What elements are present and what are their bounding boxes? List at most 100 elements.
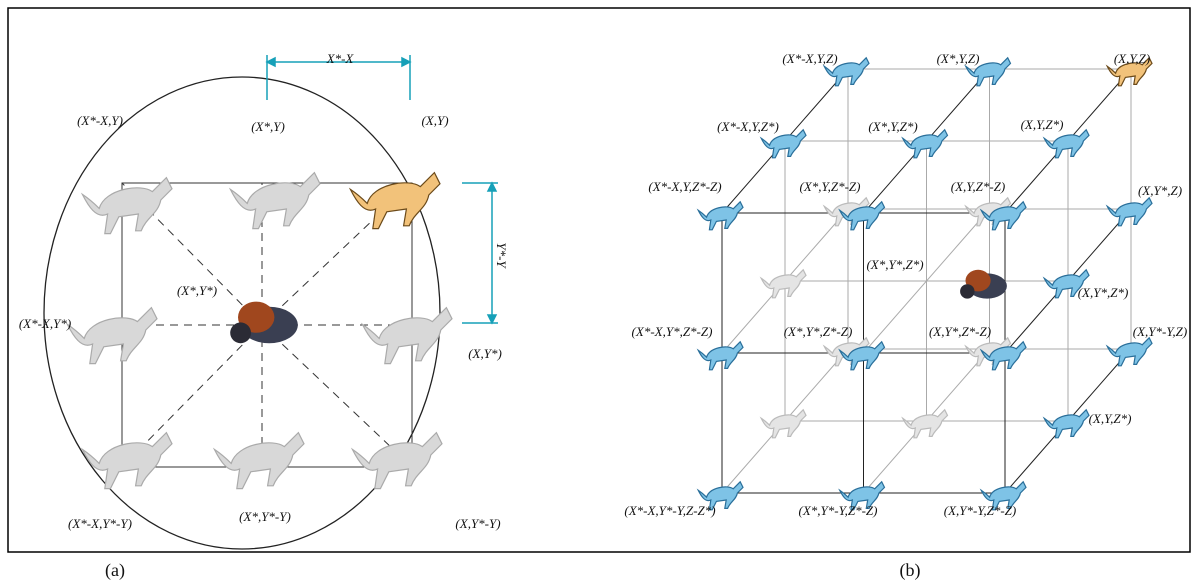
wolf-icon	[80, 431, 173, 490]
distance-arrows	[265, 55, 498, 325]
wolf-icon	[350, 431, 443, 490]
wolf-icon	[979, 480, 1027, 511]
position-label: (X,Y*)	[468, 346, 502, 361]
wolf-icon	[1042, 128, 1090, 159]
position-label: (X*-X,Y*-Y)	[68, 516, 132, 531]
cube-edge	[863, 208, 990, 354]
wolf-body	[759, 408, 807, 439]
wolf-body	[1105, 56, 1153, 87]
position-label: (X*,Y*,Z*)	[866, 257, 923, 272]
wolf-body	[80, 176, 173, 235]
wolf-icon	[822, 56, 870, 87]
wolf-body	[696, 200, 744, 231]
position-label: (X*-X,Y*-Y,Z-Z*)	[624, 503, 715, 518]
wolf-icon	[901, 408, 949, 439]
position-label: (X*,Y,Z*-Z)	[800, 179, 861, 194]
frame	[7, 7, 1191, 553]
wolf-body	[1105, 196, 1153, 227]
position-label: (X*-X,Y,Z*-Z)	[648, 179, 721, 194]
wolf-body	[838, 480, 886, 511]
wolf-icon	[838, 200, 886, 231]
wolf-icon	[360, 306, 453, 365]
position-label: (X*,Y*,Z*-Z)	[784, 324, 853, 339]
bison-head	[230, 322, 251, 344]
dashed-link	[121, 182, 263, 326]
wolf-body	[696, 480, 744, 511]
wolf-body	[80, 431, 173, 490]
position-label: (X*,Y*)	[177, 283, 217, 298]
position-label: (X*,Y*-Y)	[239, 509, 291, 524]
position-label: (X,Y,Z*)	[1021, 117, 1064, 132]
caption-a: (a)	[105, 560, 125, 581]
dy-label: Y*-Y	[494, 242, 509, 269]
position-label: (X*,Y,Z)	[937, 51, 980, 66]
position-label: (X,Y*-Y)	[455, 516, 500, 531]
wolf-icon	[696, 480, 744, 511]
wolf-body	[1042, 128, 1090, 159]
position-label: (X*-X,Y,Z)	[782, 51, 837, 66]
position-label: (X,Y,Z)	[1114, 51, 1150, 66]
wolf-icon	[759, 408, 807, 439]
dashed-link	[121, 324, 263, 468]
wolf-icon	[901, 128, 949, 159]
bison-icon	[960, 269, 1007, 299]
position-label: (X,Y*,Z)	[1138, 183, 1182, 198]
wolf-body	[979, 340, 1027, 371]
wolf-body	[901, 128, 949, 159]
wolf-icon	[1042, 408, 1090, 439]
wolf-body	[838, 340, 886, 371]
position-label: (X*-X,Y,Z*)	[717, 119, 779, 134]
position-label: (X,Y*,Z*-Z)	[929, 324, 991, 339]
wolf-body	[901, 408, 949, 439]
wolf-body	[348, 171, 441, 230]
position-label: (X,Y*-Y,Z*-Z)	[944, 503, 1016, 518]
wolf-body	[979, 480, 1027, 511]
wolf-icon	[979, 200, 1027, 231]
encircle-ellipse	[43, 76, 441, 550]
wolf-body	[1042, 268, 1090, 299]
position-label: (X,Y*,Z*)	[1078, 285, 1129, 300]
position-label: (X*-X,Y*,Z*-Z)	[632, 324, 713, 339]
dx-label: X*-X	[326, 51, 355, 66]
wolf-icon	[696, 200, 744, 231]
wolf-icon	[696, 340, 744, 371]
wolf-icon	[964, 56, 1012, 87]
wolf-body	[838, 200, 886, 231]
wolf-body	[822, 56, 870, 87]
wolf-icon	[1105, 336, 1153, 367]
wolf-icon	[65, 306, 158, 365]
position-label: (X*,Y,Z*)	[868, 119, 917, 134]
wolf-body	[65, 306, 158, 365]
dashed-link	[261, 324, 413, 468]
wolf-icon	[759, 128, 807, 159]
wolf-body	[964, 56, 1012, 87]
wolf-icon	[348, 171, 441, 230]
position-label: (X,Y,Z*-Z)	[951, 179, 1005, 194]
position-label: (X,Y)	[421, 113, 448, 128]
wolf-icon	[228, 171, 321, 230]
position-label: (X*,Y)	[251, 119, 285, 134]
wolf-body	[759, 128, 807, 159]
wolf-icon	[838, 480, 886, 511]
wolf-icon	[1105, 56, 1153, 87]
wolf-icon	[1105, 196, 1153, 227]
wolf-body	[360, 306, 453, 365]
wolf-body	[1105, 336, 1153, 367]
bison-icon	[230, 301, 298, 344]
wolf-body	[696, 340, 744, 371]
wolf-icon	[838, 340, 886, 371]
wolf-body	[1042, 408, 1090, 439]
position-label: (X*-X,Y*)	[19, 316, 71, 331]
wolf-body	[228, 171, 321, 230]
wolf-body	[979, 200, 1027, 231]
wolf-body	[212, 431, 305, 490]
wolf-body	[350, 431, 443, 490]
position-label: (X,Y*-Y,Z)	[1133, 324, 1187, 339]
position-label: (X,Y,Z*)	[1089, 411, 1132, 426]
wolf-icon	[979, 340, 1027, 371]
wolf-icon	[1042, 268, 1090, 299]
wolf-body	[759, 268, 807, 299]
position-label: (X*-X,Y)	[77, 113, 123, 128]
